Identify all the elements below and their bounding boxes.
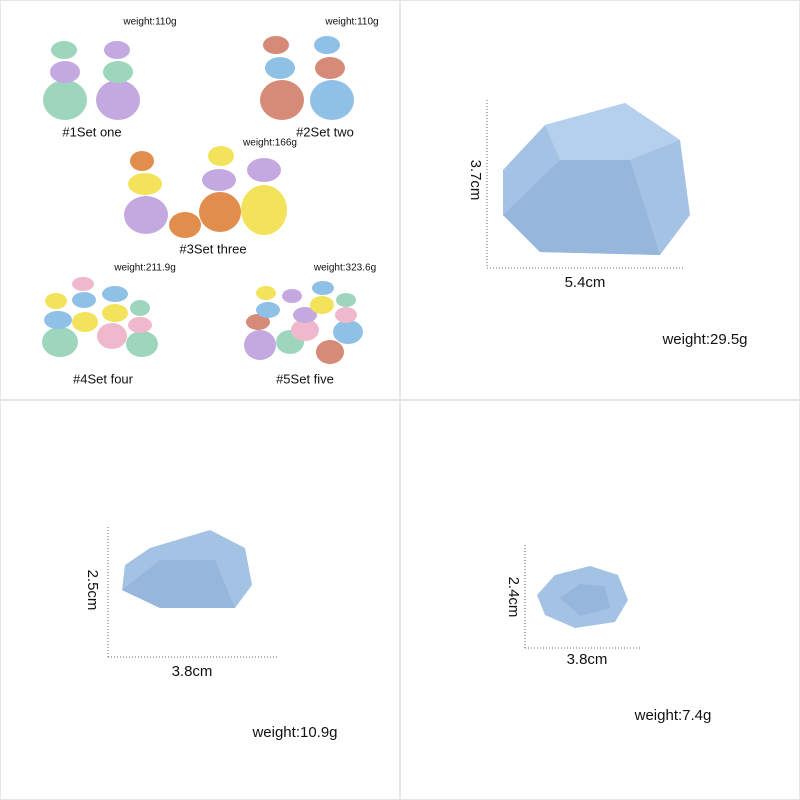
width-label: 3.8cm — [567, 651, 608, 668]
set-weight: weight:110g — [122, 17, 176, 28]
stone-medium — [122, 530, 252, 608]
width-label: 3.8cm — [172, 663, 213, 680]
set-weight: weight:110g — [324, 17, 378, 28]
set-label: #5Set five — [276, 371, 334, 386]
set-label: #1Set one — [62, 124, 121, 139]
set-two-stones — [260, 36, 354, 120]
set-weight: weight:211.9g — [113, 263, 176, 274]
set-one-stones — [43, 41, 140, 120]
width-label: 5.4cm — [565, 274, 606, 291]
height-label: 2.4cm — [505, 577, 522, 618]
stone-small — [537, 566, 628, 628]
set-weight: weight:323.6g — [313, 263, 376, 274]
set-label: #3Set three — [179, 241, 246, 256]
height-label: 2.5cm — [84, 570, 101, 611]
stone-large — [503, 103, 690, 255]
set-label: #2Set two — [296, 124, 354, 139]
set-five-stones — [244, 281, 363, 364]
set-label: #4Set four — [73, 371, 134, 386]
set-four-stones — [42, 277, 158, 357]
frame — [0, 0, 400, 400]
weight-label: weight:10.9g — [251, 724, 337, 741]
set-weight: weight:166g — [242, 138, 297, 149]
height-label: 3.7cm — [467, 160, 484, 201]
set-three-stones — [124, 146, 287, 238]
weight-label: weight:7.4g — [634, 707, 712, 724]
weight-label: weight:29.5g — [661, 331, 747, 348]
